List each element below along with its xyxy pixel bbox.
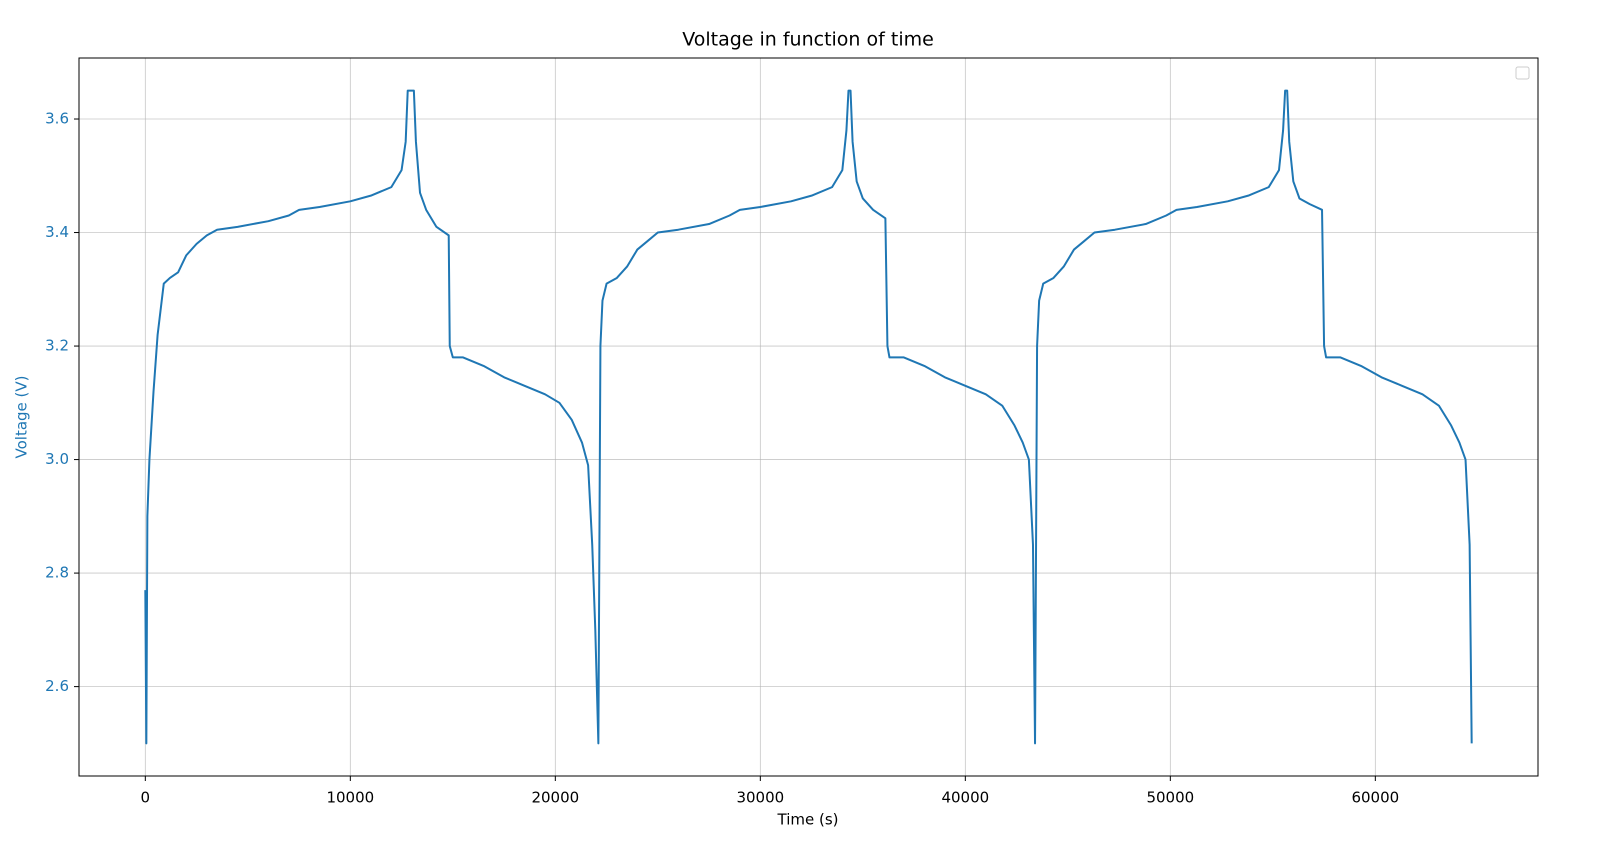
- y-tick-label: 3.4: [45, 223, 69, 241]
- y-tick-label: 3.0: [45, 450, 69, 468]
- data-line: [144, 89, 1473, 745]
- x-tick-label: 50000: [1146, 789, 1194, 807]
- x-tick-label: 10000: [326, 789, 374, 807]
- x-tick-label: 30000: [736, 789, 784, 807]
- y-tick-label: 3.2: [45, 337, 69, 355]
- y-tick-label: 3.6: [45, 110, 69, 128]
- chart-title: Voltage in function of time: [682, 29, 934, 51]
- x-axis-label: Time (s): [777, 811, 839, 829]
- plot-frame: [78, 57, 1539, 777]
- legend: [1515, 66, 1530, 80]
- x-tick-label: 20000: [531, 789, 579, 807]
- y-tick-label: 2.6: [45, 677, 69, 695]
- x-tick-label: 40000: [941, 789, 989, 807]
- y-tick-label: 2.8: [45, 564, 69, 582]
- x-tick-label: 60000: [1351, 789, 1399, 807]
- y-axis-label: Voltage (V): [13, 376, 31, 459]
- x-tick-label: 0: [141, 789, 151, 807]
